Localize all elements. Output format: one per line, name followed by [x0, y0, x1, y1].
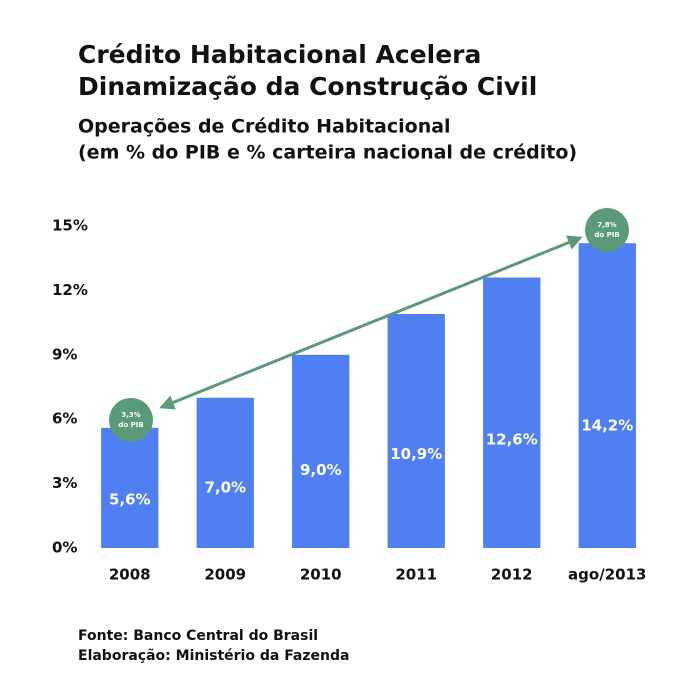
value-label: 7,0%	[204, 478, 246, 496]
annotation-text: 3,3%	[121, 411, 140, 419]
annotation-text: do PIB	[594, 231, 619, 239]
value-label: 12,6%	[486, 430, 538, 448]
value-label: 9,0%	[300, 461, 342, 479]
x-tick-label: 2011	[395, 566, 437, 584]
x-tick-label: ago/2013	[568, 566, 646, 584]
annotation-bubble	[585, 208, 629, 252]
x-tick-label: 2008	[109, 566, 151, 584]
growth-arrow	[159, 235, 583, 410]
bar	[292, 354, 350, 548]
bar	[101, 427, 159, 548]
value-label: 14,2%	[581, 417, 633, 435]
annotation-text: do PIB	[118, 421, 143, 429]
value-label: 5,6%	[109, 490, 151, 508]
bar	[483, 277, 541, 548]
chart-title: Crédito Habitacional Acelera	[78, 40, 481, 69]
chart-subtitle: (em % do PIB e % carteira nacional de cr…	[78, 142, 577, 164]
y-tick-label: 15%	[52, 217, 88, 235]
chart-title: Dinamização da Construção Civil	[78, 72, 537, 101]
x-tick-label: 2012	[491, 566, 533, 584]
value-label: 10,9%	[390, 445, 442, 463]
bar	[387, 314, 445, 548]
y-tick-label: 0%	[52, 539, 77, 557]
y-tick-label: 9%	[52, 345, 77, 363]
y-tick-label: 3%	[52, 474, 77, 492]
bar	[196, 397, 254, 548]
y-tick-label: 12%	[52, 281, 88, 299]
y-tick-label: 6%	[52, 410, 77, 428]
source-note: Fonte: Banco Central do Brasil	[78, 628, 318, 644]
x-tick-label: 2010	[300, 566, 342, 584]
annotation-bubble	[109, 398, 153, 442]
bar	[578, 243, 636, 548]
chart-subtitle: Operações de Crédito Habitacional	[78, 116, 451, 138]
annotation-text: 7,8%	[597, 221, 616, 229]
source-note: Elaboração: Ministério da Fazenda	[78, 648, 349, 664]
x-tick-label: 2009	[204, 566, 246, 584]
